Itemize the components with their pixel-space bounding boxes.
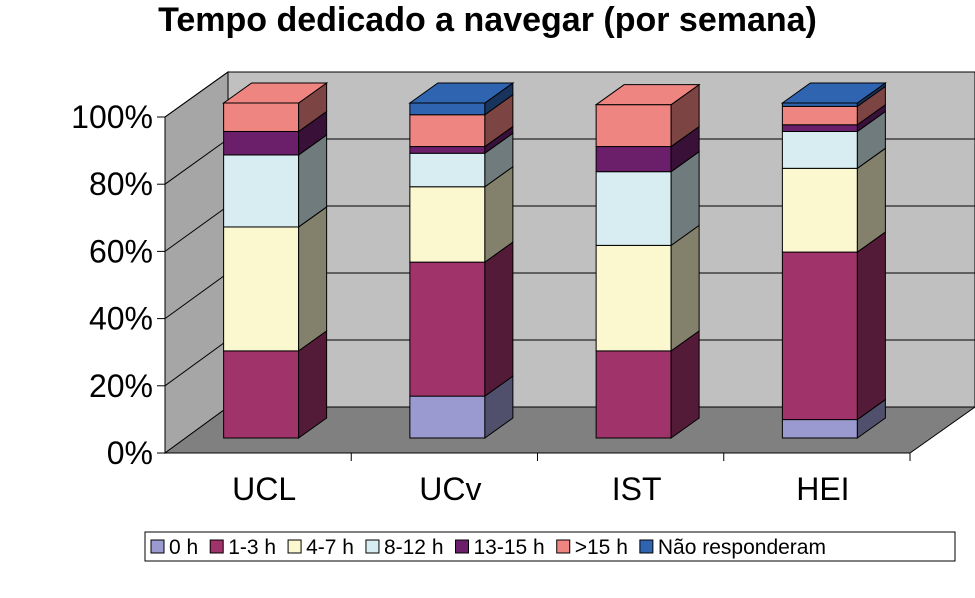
gridline (164, 71, 975, 118)
legend-swatch (209, 539, 224, 554)
legend-item: >15 h (556, 536, 628, 559)
legend-swatch (556, 539, 571, 554)
legend-label: 8-12 h (384, 536, 444, 559)
legend-label: 1-3 h (228, 536, 276, 559)
chart-title: Tempo dedicado a navegar (por semana) (158, 1, 817, 39)
bar-segment (595, 329, 700, 439)
legend-label: Não responderam (658, 536, 826, 559)
legend-box (144, 531, 956, 562)
bar-segment (781, 147, 886, 254)
bar-segment (781, 85, 886, 126)
bar-segment (409, 241, 514, 398)
y-tick-label: 60% (89, 233, 153, 269)
bar-top (222, 82, 329, 104)
legend-item: 13-15 h (455, 536, 545, 559)
legend-label: >15 h (575, 536, 628, 559)
bar-top (408, 82, 515, 104)
legend-item: 1-3 h (209, 536, 276, 559)
x-tick-label: IST (612, 471, 662, 507)
legend-item: 4-7 h (287, 536, 354, 559)
legend-label: 4-7 h (306, 536, 354, 559)
legend-swatch (455, 539, 469, 554)
bar-segment (223, 82, 328, 133)
y-tick-label: 0% (107, 435, 153, 471)
bar-segment (595, 224, 700, 352)
bar-top (594, 84, 701, 106)
side-wall (164, 71, 229, 454)
y-tick-label: 100% (71, 99, 153, 135)
x-tick-label: UCL (232, 471, 296, 507)
x-tick-label: UCv (419, 471, 481, 507)
y-tick-label: 20% (89, 368, 153, 404)
legend-swatch (639, 539, 654, 554)
bar-top (780, 82, 887, 104)
y-tick-label: 80% (89, 166, 153, 202)
bar-segment (223, 205, 328, 352)
legend-item: 8-12 h (365, 536, 444, 559)
bar-segment (781, 110, 886, 170)
legend-swatch (150, 539, 165, 554)
bar-segment (223, 110, 328, 156)
legend-swatch (287, 539, 302, 554)
legend-label: 13-15 h (474, 536, 545, 559)
bar-segment (409, 93, 514, 148)
bar-segment (223, 133, 328, 228)
legend-item: 0 h (150, 536, 198, 559)
y-tick-label: 40% (89, 301, 153, 337)
legend-swatch (365, 539, 380, 554)
bar-segment (595, 125, 700, 173)
bar-segment (409, 165, 514, 264)
x-tick-label: HEI (796, 471, 849, 507)
legend-item: Não responderam (639, 536, 826, 559)
bar-segment (781, 231, 886, 421)
bar-segment (409, 132, 514, 188)
legend-label: 0 h (169, 536, 198, 559)
